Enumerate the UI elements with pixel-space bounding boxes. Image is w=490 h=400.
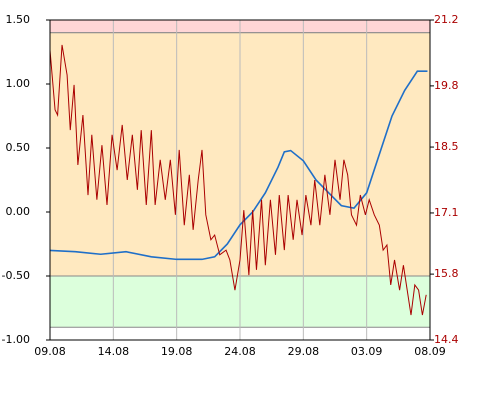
- x-tick-label: 29.08: [288, 345, 320, 358]
- x-tick-label: 24.08: [224, 345, 256, 358]
- x-tick-label: 08.09: [414, 345, 446, 358]
- y2-tick-label: 18.5: [434, 140, 459, 153]
- y2-tick-label: 14.4: [434, 333, 459, 346]
- series-line: [49, 70, 428, 261]
- y2-tick-label: 21.2: [434, 13, 459, 26]
- y2-tick-label: 17.1: [434, 206, 459, 219]
- y-tick-label: 0.00: [6, 205, 31, 218]
- plot-border: [49, 19, 431, 341]
- y-tick-label: -0.50: [2, 269, 30, 282]
- y-tick-label: 0.50: [6, 141, 31, 154]
- x-tick-label: 19.08: [161, 345, 193, 358]
- y-tick-label: 1.50: [6, 13, 31, 26]
- y-tick-label: -1.00: [2, 333, 30, 346]
- y-tick-label: 1.00: [6, 77, 31, 90]
- y2-tick-label: 19.8: [434, 79, 459, 92]
- x-tick-label: 03.09: [351, 345, 383, 358]
- y2-tick-label: 15.8: [434, 267, 459, 280]
- series-line: [49, 44, 427, 316]
- x-tick-label: 14.08: [98, 345, 130, 358]
- x-tick-label: 09.08: [34, 345, 66, 358]
